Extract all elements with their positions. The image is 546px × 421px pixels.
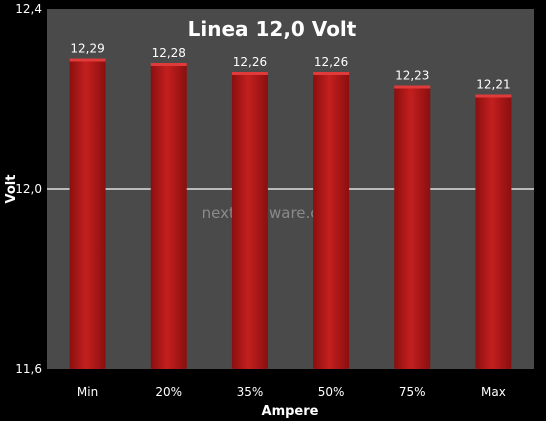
x-tick-label-1: 20% bbox=[155, 385, 182, 399]
x-tick-label-4: 75% bbox=[399, 385, 426, 399]
y-tick-label-0: 11,6 bbox=[15, 362, 42, 376]
bar-1 bbox=[150, 63, 187, 369]
bar-cap-0 bbox=[69, 58, 106, 62]
x-ticks-group: Min 20% 35% 50% 75% Max bbox=[77, 385, 506, 399]
value-label-1: 12,28 bbox=[152, 46, 186, 60]
value-label-4: 12,23 bbox=[395, 69, 429, 83]
bar-cap-1 bbox=[150, 63, 187, 66]
value-label-0: 12,29 bbox=[70, 42, 104, 56]
bar-cap-3 bbox=[313, 72, 350, 75]
bars-group bbox=[69, 58, 512, 369]
x-axis-label: Ampere bbox=[262, 404, 319, 419]
x-tick-label-3: 50% bbox=[318, 385, 345, 399]
bar-4 bbox=[394, 85, 431, 369]
bar-0 bbox=[69, 58, 106, 369]
y-axis-label: Volt bbox=[4, 175, 19, 204]
value-label-5: 12,21 bbox=[476, 78, 510, 92]
bar-cap-2 bbox=[231, 72, 268, 75]
bar-5 bbox=[475, 94, 512, 369]
y-ticks-group: 11,6 12,0 12,4 bbox=[15, 2, 42, 376]
value-labels-group: 12,29 12,28 12,26 12,26 12,23 12,21 bbox=[70, 42, 510, 92]
y-tick-label-1: 12,0 bbox=[15, 182, 42, 196]
bar-3 bbox=[313, 72, 350, 369]
x-tick-label-5: Max bbox=[481, 385, 506, 399]
x-tick-label-0: Min bbox=[77, 385, 98, 399]
chart-title: Linea 12,0 Volt bbox=[188, 17, 357, 41]
bar-2 bbox=[231, 72, 268, 369]
value-label-2: 12,26 bbox=[233, 55, 267, 69]
bar-cap-4 bbox=[394, 85, 431, 89]
value-label-3: 12,26 bbox=[314, 55, 348, 69]
bar-cap-5 bbox=[475, 94, 512, 98]
y-tick-label-2: 12,4 bbox=[15, 2, 42, 16]
x-tick-label-2: 35% bbox=[237, 385, 264, 399]
